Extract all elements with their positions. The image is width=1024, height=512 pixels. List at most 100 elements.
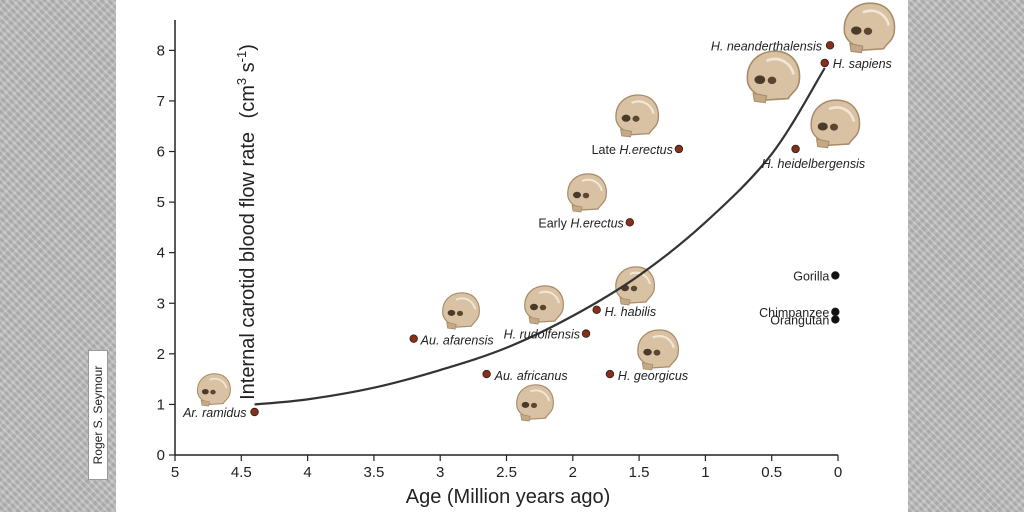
skull-jaw [200, 399, 211, 407]
skull-jaw [815, 138, 830, 149]
skull-icon [615, 266, 655, 306]
y-axis-label-unit: (cm [237, 85, 259, 118]
point-ar-ramidus [250, 407, 259, 417]
skull-eye-socket [767, 76, 777, 85]
label-ar-ramidus: Ar. ramidus [182, 406, 246, 420]
x-tick-label: 5 [171, 464, 179, 481]
point-au-africanus [482, 369, 491, 379]
skull-jaw [641, 362, 654, 371]
credit-text: Roger S. Seymour [91, 365, 105, 465]
x-tick-label: 0 [834, 464, 842, 481]
skull-eye-socket [456, 310, 464, 317]
label-name-chimpanzee: Chimpanzee [759, 306, 829, 320]
skull-highlight [766, 57, 795, 75]
skull-eye-socket [573, 191, 581, 199]
label-name-gorilla: Gorilla [793, 269, 829, 283]
photo-credit: Roger S. Seymour [88, 350, 108, 480]
y-axis-unit-sup1: 3 [234, 78, 249, 85]
skull-illustrations [197, 2, 896, 422]
x-tick-label: 3.5 [363, 464, 384, 481]
point-chimpanzee [831, 307, 840, 317]
label-orangutan: Orangutan [770, 313, 829, 327]
y-tick-label: 7 [157, 93, 165, 110]
label-name-late-h-erectus: H.erectus [619, 143, 673, 157]
skull-eye-socket [521, 401, 530, 408]
skull-eye-socket [653, 349, 661, 356]
point-h-heidelbergensis [791, 144, 800, 154]
point-h-rudolfensis [581, 329, 591, 338]
trend-curve-group [254, 67, 826, 406]
skull-icon [843, 2, 896, 54]
x-tick-label: 2 [569, 464, 577, 481]
x-tick-label: 1.5 [629, 464, 650, 481]
label-late-h-erectus: Late H.erectus [592, 143, 673, 157]
label-name-au-africanus: Au. africanus [494, 369, 568, 383]
chart-svg: 5 4.5 4 3.5 3 2.5 2 1.5 1 0.5 0 0 1 2 3 4 5 6 7 8 Ar. ramid… [157, 2, 896, 508]
skull-eye-socket [621, 114, 631, 122]
skull-eye-socket [643, 348, 652, 356]
skull-highlight [862, 9, 891, 26]
skull-eye-socket [447, 309, 456, 316]
label-name-h-heidelbergensis: H. heidelbergensis [762, 157, 866, 171]
label-name-h-rudolfensis: H. rudolfensis [504, 328, 580, 342]
label-name-h-neanderthalensis: H. neanderthalensis [711, 39, 822, 53]
skull-icon [516, 384, 554, 422]
skull-highlight [828, 106, 856, 122]
skull-eye-socket [210, 389, 216, 395]
y-tick-label: 5 [157, 194, 165, 211]
label-name-early-h-erectus: H.erectus [570, 216, 624, 230]
skull-eye-socket [851, 26, 862, 35]
axes: 5 4.5 4 3.5 3 2.5 2 1.5 1 0.5 0 0 1 2 3 4 5 6 7 8 [157, 20, 842, 481]
label-gorilla: Gorilla [793, 269, 829, 283]
skull-eye-socket [630, 285, 638, 292]
y-tick-label: 1 [157, 396, 165, 413]
skull-jaw [620, 128, 633, 138]
skull-jaw [619, 297, 631, 306]
point-gorilla [831, 271, 840, 280]
point-labels: Ar. ramidus Au. afarensis Au. africanus H. … [182, 39, 892, 420]
skull-eye-socket [582, 192, 590, 199]
y-tick-label: 6 [157, 144, 165, 161]
skull-jaw [520, 413, 531, 422]
skull-icon [197, 373, 231, 407]
label-name-au-afarensis: Au. afarensis [420, 334, 494, 348]
label-h-sapiens: H. sapiens [833, 57, 892, 71]
label-chimpanzee: Chimpanzee [759, 306, 829, 320]
skull-icon [567, 173, 607, 213]
label-name-ar-ramidus: Ar. ramidus [182, 406, 246, 420]
label-name-h-sapiens: H. sapiens [833, 57, 892, 71]
skull-jaw [446, 321, 457, 330]
label-name-h-georgicus: H. georgicus [618, 369, 688, 383]
point-h-neanderthalensis [825, 41, 835, 50]
label-h-georgicus: H. georgicus [618, 369, 688, 383]
skull-highlight [529, 389, 551, 402]
skull-icon [615, 94, 660, 138]
skull-eye-socket [830, 123, 838, 131]
x-tick-label: 1 [701, 464, 709, 481]
point-early-h-erectus [625, 218, 635, 227]
skull-highlight [209, 377, 228, 389]
x-axis-label: Age (Million years ago) [406, 486, 611, 508]
skull-eye-socket [754, 75, 766, 85]
label-name-orangutan: Orangutan [770, 313, 829, 327]
point-h-habilis [592, 305, 601, 315]
y-axis-label-main: Internal carotid blood flow rate [237, 132, 259, 400]
skull-highlight [652, 335, 675, 349]
y-axis-unit-sup2: -1 [234, 51, 249, 63]
label-name-h-habilis: H. habilis [605, 305, 656, 319]
trend-curve [254, 67, 826, 406]
x-tick-label: 2.5 [496, 464, 517, 481]
skull-icon [524, 285, 564, 325]
label-h-heidelbergensis: H. heidelbergensis [762, 157, 866, 171]
skull-eye-socket [863, 27, 873, 35]
skull-icon [810, 99, 861, 149]
skull-highlight [629, 271, 651, 285]
data-points [250, 41, 840, 417]
x-tick-label: 4.5 [231, 464, 252, 481]
skull-eye-socket [201, 388, 209, 395]
x-tick-label: 0.5 [761, 464, 782, 481]
skull-eye-socket [530, 303, 538, 311]
skull-icon [442, 292, 480, 330]
skull-jaw [528, 316, 540, 325]
skull-highlight [538, 290, 560, 304]
